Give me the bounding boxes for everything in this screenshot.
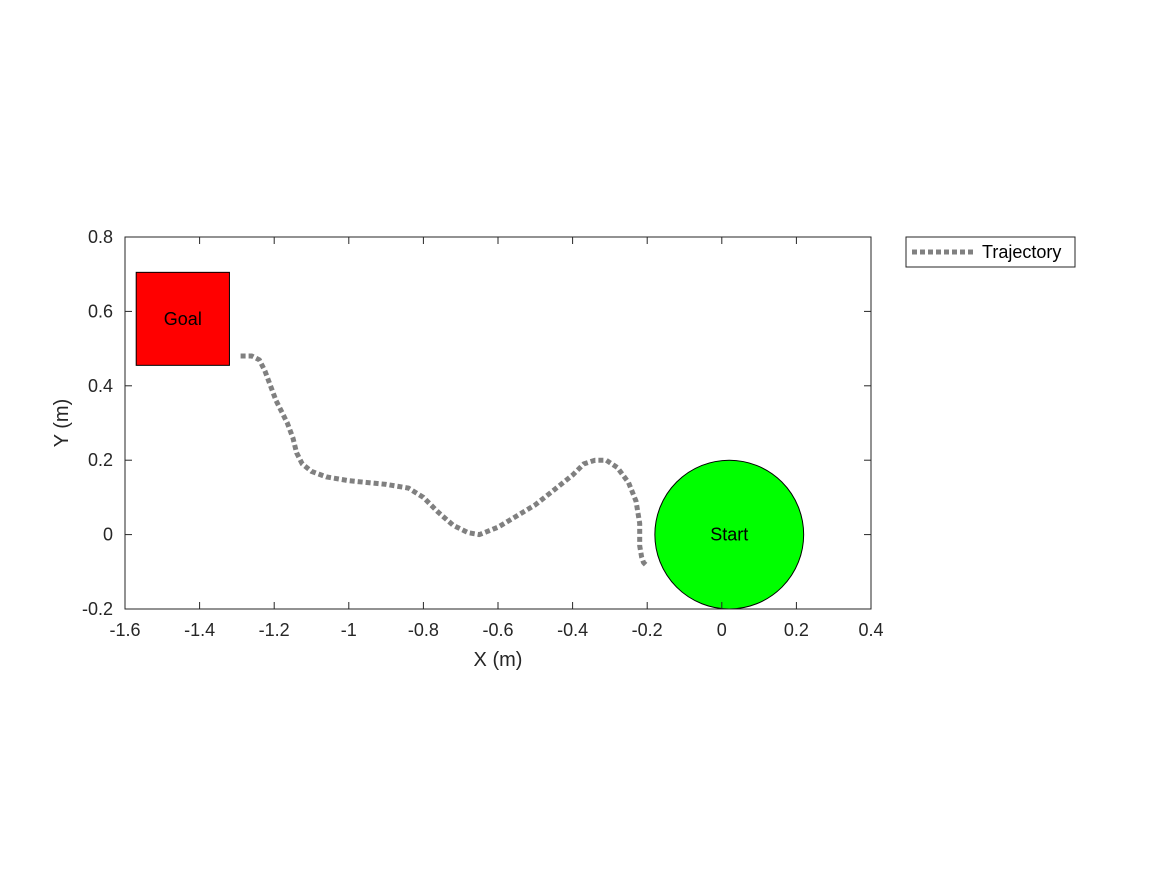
legend-label-trajectory: Trajectory: [982, 242, 1061, 262]
y-tick-label: -0.2: [82, 599, 113, 619]
legend-box: [905, 236, 1076, 268]
ticks-layer: -1.6 -1.4 -1.2 -1 -0.8 -0.6 -0.4 -0.2 0 0.2 0.4 -0.…: [82, 227, 884, 640]
x-tick-label: 0: [717, 620, 727, 640]
y-tick-label: 0.6: [88, 301, 113, 321]
trajectory-line: [240, 353, 649, 568]
series-layer: [240, 353, 649, 568]
x-axis-label: X (m): [474, 649, 523, 671]
x-tick-label: -1.6: [109, 620, 140, 640]
goal-label: Goal: [164, 309, 202, 329]
y-tick-label: 0.4: [88, 376, 113, 396]
y-tick-label: 0.8: [88, 227, 113, 247]
x-tick-label: -1.4: [184, 620, 215, 640]
x-tick-label: -0.2: [632, 620, 663, 640]
y-tick-label: 0.2: [88, 450, 113, 470]
y-tick-label: 0: [103, 525, 113, 545]
y-axis-label: Y (m): [51, 399, 73, 448]
x-tick-label: -1.2: [259, 620, 290, 640]
x-tick-label: 0.4: [858, 620, 883, 640]
x-tick-label: -0.6: [482, 620, 513, 640]
start-label: Start: [710, 525, 748, 545]
goal-region: [135, 271, 230, 366]
x-tick-label: -0.8: [408, 620, 439, 640]
x-tick-label: -0.4: [557, 620, 588, 640]
annotations-layer: Goal Start: [135, 271, 805, 610]
x-tick-label: 0.2: [784, 620, 809, 640]
legend: Trajectory: [905, 236, 1076, 268]
x-tick-label: -1: [341, 620, 357, 640]
